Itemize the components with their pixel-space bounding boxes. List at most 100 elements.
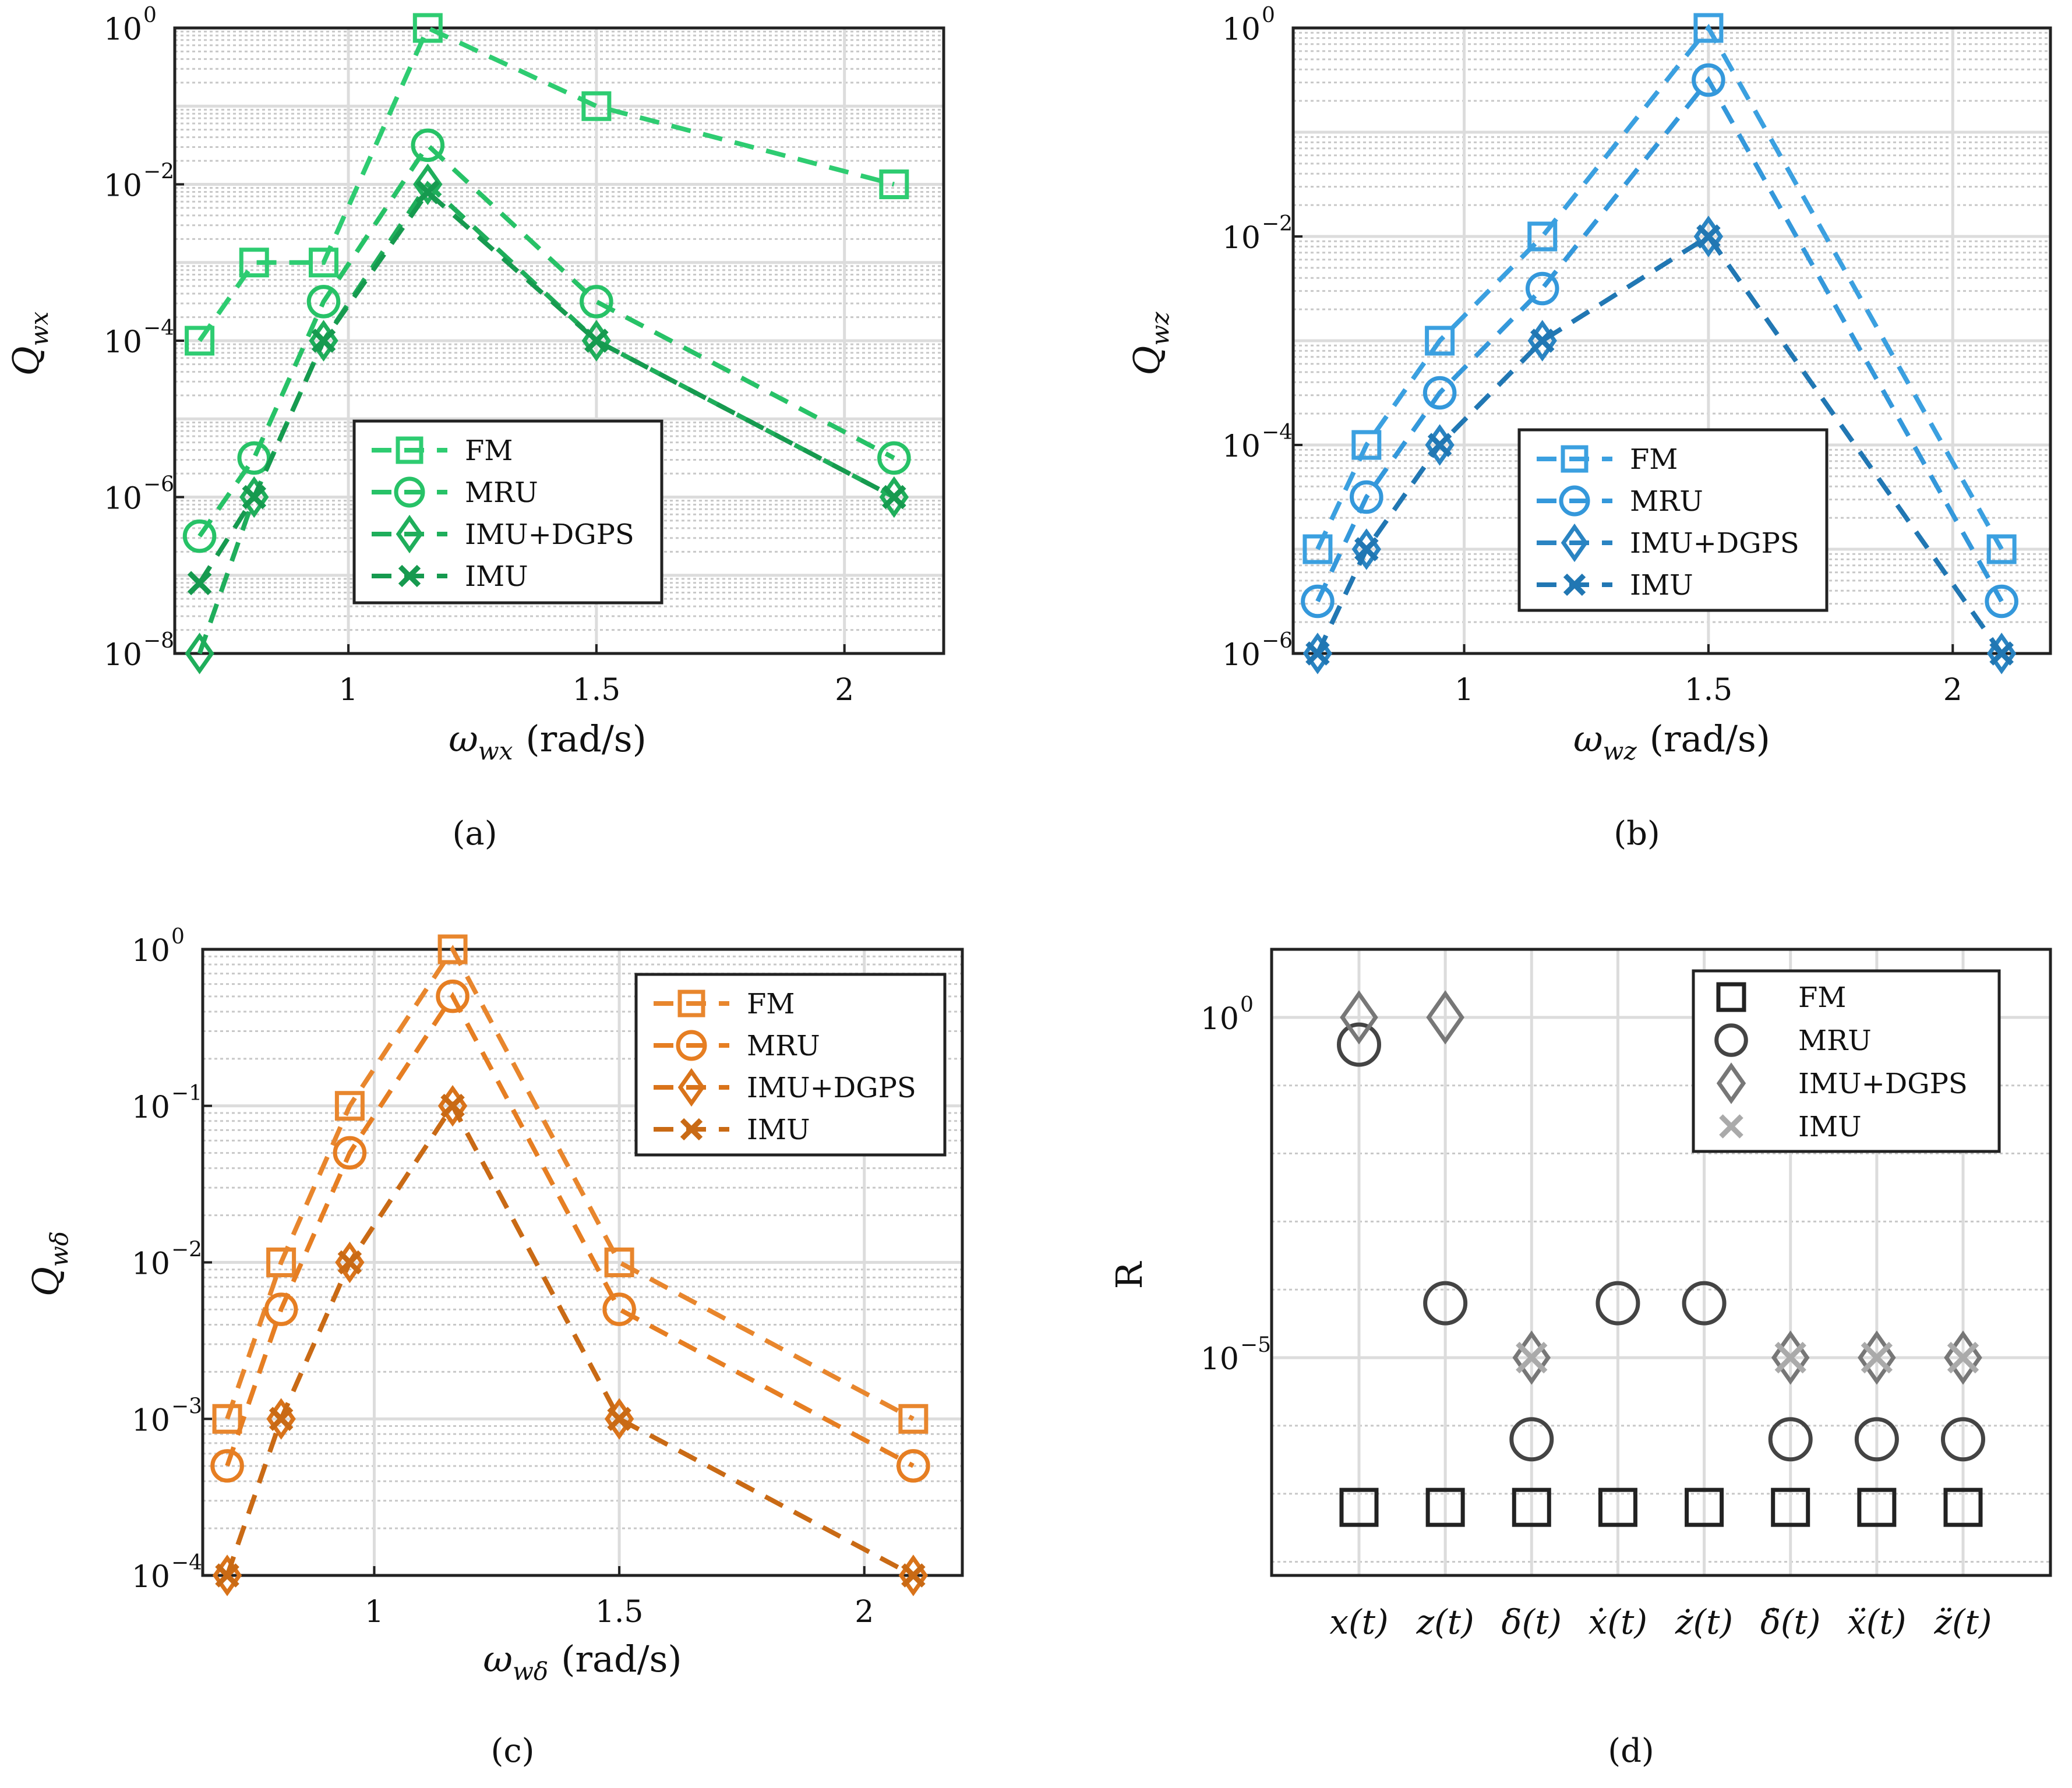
data-point-shape — [1598, 1487, 1637, 1527]
data-point-shape — [334, 1091, 365, 1121]
grid — [203, 948, 962, 1577]
y-tick-label: 10 — [132, 1560, 170, 1595]
data-point-shape — [877, 441, 911, 475]
x-axis-label-symbol: ω — [483, 1638, 513, 1680]
data-point-shape — [415, 180, 440, 204]
data-point-shape — [1943, 1487, 1983, 1527]
series-line — [225, 991, 915, 1468]
data-point — [1854, 1417, 1899, 1462]
data-point-shape — [210, 1449, 244, 1483]
data-point — [413, 163, 443, 206]
legend-marker — [396, 514, 423, 554]
data-point — [1426, 990, 1464, 1045]
data-point-shape — [1941, 1417, 1985, 1462]
legend-marker — [396, 436, 423, 464]
legend-label: MRU — [465, 476, 538, 509]
data-point — [311, 328, 336, 353]
data-point-shape — [412, 13, 443, 43]
y-axis-label: Qwz — [1125, 312, 1174, 376]
data-point-shape — [269, 1407, 294, 1432]
series-line — [1315, 233, 2004, 655]
series-imu — [1305, 224, 2014, 666]
legend-label: IMU+DGPS — [1798, 1068, 1968, 1100]
x-tick-label: 1.5 — [1685, 673, 1733, 708]
data-point — [1598, 1487, 1637, 1527]
data-point — [412, 13, 443, 43]
legend-marker — [1716, 982, 1746, 1012]
data-point — [1337, 1022, 1381, 1067]
legend-marker-shape — [1716, 982, 1746, 1012]
data-point — [901, 1563, 926, 1588]
series-mru — [182, 128, 911, 553]
data-point-shape — [185, 326, 215, 356]
data-point-shape — [1685, 1487, 1724, 1527]
data-point — [1423, 1281, 1468, 1326]
legend-entry: MRU — [1537, 485, 1703, 518]
y-axis-label: Qwx — [5, 311, 54, 376]
data-point — [1509, 1417, 1554, 1462]
y-axis-label-sub: wz — [1146, 312, 1174, 346]
x-axis-label-symbol: ω — [449, 718, 478, 760]
data-point-shape — [1696, 224, 1721, 249]
y-tick-label: 10 — [1222, 221, 1261, 256]
chart-panel-b: 10−610−410−210 01 1.5 2FMMRUIMU+DGPSIMUQwzω… — [1125, 3, 2052, 853]
legend-entry: IMU+DGPS — [372, 514, 634, 554]
data-point-shape — [237, 441, 271, 475]
data-point — [237, 441, 271, 475]
y-tick-exponent: −4 — [143, 316, 174, 340]
panel-caption: (d) — [1608, 1732, 1654, 1770]
legend-marker — [1561, 523, 1589, 563]
y-axis-label: R — [1108, 1260, 1150, 1289]
y-tick-label: 10 — [132, 1247, 170, 1282]
y-axis-label-main: Q — [1125, 346, 1168, 376]
data-point-shape — [1302, 534, 1333, 564]
legend: FM MRU IMU+DGPS IMU — [1692, 969, 2001, 1153]
legend-marker-shape — [1563, 573, 1586, 596]
panel-caption: (b) — [1614, 815, 1660, 853]
chart-panel-d: 10 −510 0x(t) z(t) δ(t) ẋ(t) ż(t) δ̇(t) ẍ(t) z̈(t… — [1108, 948, 2052, 1770]
x-axis-label: ωwx (rad/s) — [449, 718, 647, 765]
data-point — [602, 1292, 636, 1326]
data-point — [1301, 584, 1335, 619]
data-point — [333, 1136, 367, 1170]
legend-label: FM — [747, 988, 795, 1020]
chart-panel-a: 10−810−610−410−210 01 1.5 2FMMRUIMU+DGPSIMU… — [5, 3, 945, 853]
y-tick-label: 10 — [1222, 638, 1261, 673]
x-axis-label: ωwδ (rad/s) — [483, 1638, 682, 1685]
data-point — [581, 91, 612, 121]
x-tick-label: 1 — [1455, 673, 1474, 708]
data-point — [334, 1091, 365, 1121]
legend-marker — [1714, 1023, 1748, 1057]
data-point-shape — [580, 285, 613, 319]
y-axis-label: Qwδ — [24, 1231, 73, 1296]
data-point — [1682, 1281, 1727, 1326]
legend-marker — [1716, 1062, 1746, 1104]
legend-marker — [394, 476, 425, 508]
data-point-shape — [308, 248, 338, 278]
legend-marker — [1719, 1114, 1743, 1139]
data-point-shape — [1989, 641, 2014, 666]
series-mru — [1301, 63, 2018, 619]
data-point-shape — [1985, 584, 2018, 619]
y-tick-label: 10 — [104, 638, 142, 673]
data-point-shape — [1354, 537, 1379, 561]
legend-label: MRU — [747, 1030, 820, 1062]
data-point — [212, 1404, 242, 1434]
legend-marker — [398, 564, 421, 588]
data-point-shape — [1947, 1341, 1979, 1374]
legend-marker — [1561, 445, 1589, 473]
y-axis-label-sub: wx — [25, 311, 54, 346]
data-point — [877, 441, 911, 475]
legend-entry: MRU — [372, 476, 538, 509]
data-point — [604, 1248, 634, 1277]
data-point-shape — [266, 1248, 296, 1277]
legend-entry: IMU+DGPS — [654, 1068, 916, 1107]
legend-entry: FM — [654, 988, 795, 1020]
data-point-shape — [242, 485, 267, 510]
legend-label: IMU+DGPS — [747, 1072, 916, 1104]
data-point-shape — [1861, 1341, 1893, 1374]
data-point-shape — [584, 328, 609, 353]
legend-entry: MRU — [654, 1030, 820, 1062]
x-axis-label-sub: wz — [1603, 737, 1637, 765]
data-point-shape — [1986, 534, 2017, 564]
